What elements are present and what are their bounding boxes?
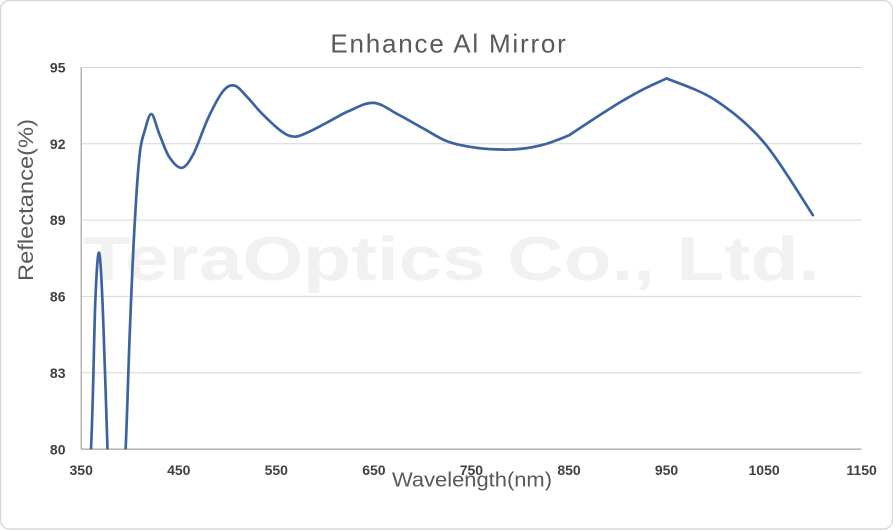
svg-text:Enhance Al Mirror: Enhance Al Mirror xyxy=(330,29,567,59)
svg-text:550: 550 xyxy=(265,462,289,478)
svg-text:650: 650 xyxy=(362,462,386,478)
svg-text:89: 89 xyxy=(50,212,66,228)
svg-text:750: 750 xyxy=(460,462,484,478)
svg-text:92: 92 xyxy=(50,136,66,152)
svg-text:950: 950 xyxy=(655,462,679,478)
svg-text:95: 95 xyxy=(50,60,66,76)
svg-text:86: 86 xyxy=(50,289,66,305)
svg-text:TeraOptics Co., Ltd.: TeraOptics Co., Ltd. xyxy=(83,225,820,294)
svg-text:450: 450 xyxy=(167,462,191,478)
svg-text:1150: 1150 xyxy=(846,462,877,478)
svg-text:850: 850 xyxy=(557,462,581,478)
svg-text:Reflectance(%): Reflectance(%) xyxy=(14,119,38,281)
svg-text:83: 83 xyxy=(50,365,66,381)
svg-text:80: 80 xyxy=(50,441,66,457)
svg-text:Wavelength(nm): Wavelength(nm) xyxy=(392,470,552,492)
svg-text:1050: 1050 xyxy=(749,462,780,478)
svg-text:350: 350 xyxy=(70,462,94,478)
